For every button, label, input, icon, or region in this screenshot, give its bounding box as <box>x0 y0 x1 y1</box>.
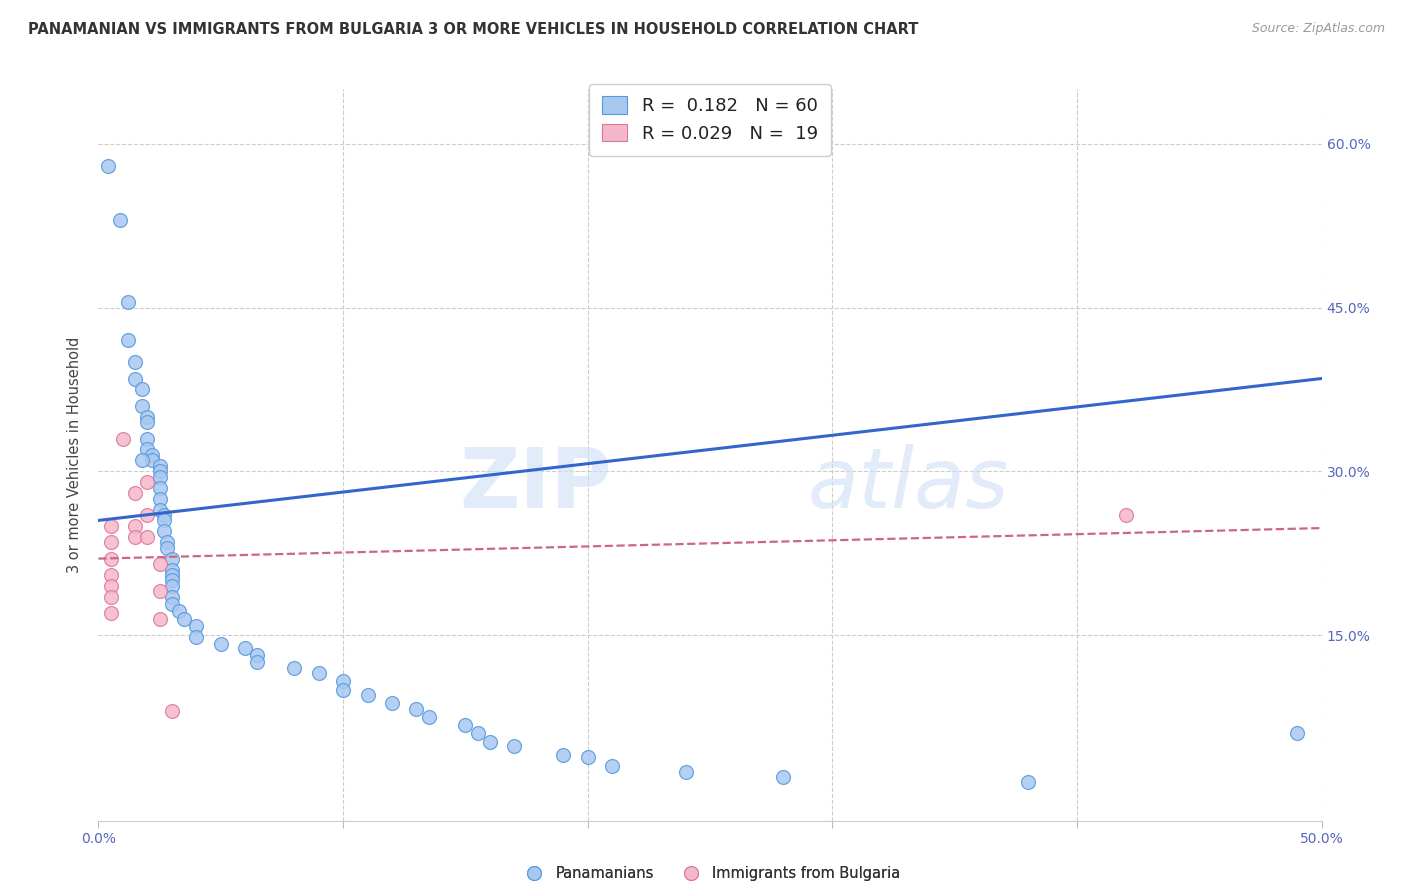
Point <box>124 519 146 533</box>
Point <box>100 606 122 620</box>
Point <box>246 656 269 670</box>
Point <box>149 469 172 483</box>
Point <box>478 735 501 749</box>
Point <box>124 486 146 500</box>
Point <box>141 453 163 467</box>
Text: PANAMANIAN VS IMMIGRANTS FROM BULGARIA 3 OR MORE VEHICLES IN HOUSEHOLD CORRELATI: PANAMANIAN VS IMMIGRANTS FROM BULGARIA 3… <box>28 22 918 37</box>
Point <box>356 688 378 702</box>
Point <box>1017 775 1039 789</box>
Point <box>308 666 330 681</box>
Point <box>186 630 208 644</box>
Point <box>160 590 183 604</box>
Point <box>149 481 172 495</box>
Point <box>173 612 195 626</box>
Point <box>131 399 153 413</box>
Point <box>600 759 623 773</box>
Point <box>160 574 183 588</box>
Text: Source: ZipAtlas.com: Source: ZipAtlas.com <box>1251 22 1385 36</box>
Point <box>209 637 232 651</box>
Point <box>153 513 176 527</box>
Point <box>467 726 489 740</box>
Point <box>100 551 122 566</box>
Point <box>100 519 122 533</box>
Point <box>149 612 172 626</box>
Point <box>454 717 477 731</box>
Point <box>233 641 256 656</box>
Point <box>136 530 159 544</box>
Point <box>117 295 139 310</box>
Point <box>160 563 183 577</box>
Point <box>576 750 599 764</box>
Point <box>124 355 146 369</box>
Point <box>136 432 159 446</box>
Point <box>160 551 183 566</box>
Point <box>136 415 159 429</box>
Point <box>405 702 427 716</box>
Point <box>153 508 176 522</box>
Point <box>100 579 122 593</box>
Point <box>332 682 354 697</box>
Point <box>160 598 183 612</box>
Point <box>381 696 404 710</box>
Point <box>100 535 122 549</box>
Point <box>186 619 208 633</box>
Point <box>156 541 179 555</box>
Point <box>149 584 172 599</box>
Point <box>167 604 190 618</box>
Point <box>100 568 122 582</box>
Point <box>153 524 176 539</box>
Point <box>553 748 575 763</box>
Point <box>156 535 179 549</box>
Point <box>246 648 269 662</box>
Point <box>124 530 146 544</box>
Point <box>149 557 172 571</box>
Point <box>136 409 159 424</box>
Point <box>160 579 183 593</box>
Point <box>136 508 159 522</box>
Point <box>100 590 122 604</box>
Legend: Panamanians, Immigrants from Bulgaria: Panamanians, Immigrants from Bulgaria <box>513 860 907 887</box>
Point <box>160 568 183 582</box>
Point <box>283 661 305 675</box>
Point <box>149 458 172 473</box>
Point <box>160 705 183 719</box>
Point <box>141 448 163 462</box>
Text: ZIP: ZIP <box>460 443 612 524</box>
Point <box>503 739 526 754</box>
Point <box>675 764 697 779</box>
Point <box>1286 726 1309 740</box>
Point <box>97 159 120 173</box>
Point <box>772 770 794 784</box>
Point <box>149 491 172 506</box>
Point <box>124 371 146 385</box>
Point <box>110 213 132 227</box>
Point <box>149 502 172 516</box>
Text: atlas: atlas <box>808 443 1010 524</box>
Point <box>117 333 139 347</box>
Point <box>131 383 153 397</box>
Point <box>136 475 159 490</box>
Point <box>149 464 172 478</box>
Point <box>418 710 440 724</box>
Point <box>131 453 153 467</box>
Point <box>332 673 354 688</box>
Point <box>111 432 134 446</box>
Point <box>1115 508 1137 522</box>
Y-axis label: 3 or more Vehicles in Household: 3 or more Vehicles in Household <box>67 337 83 573</box>
Point <box>136 442 159 457</box>
